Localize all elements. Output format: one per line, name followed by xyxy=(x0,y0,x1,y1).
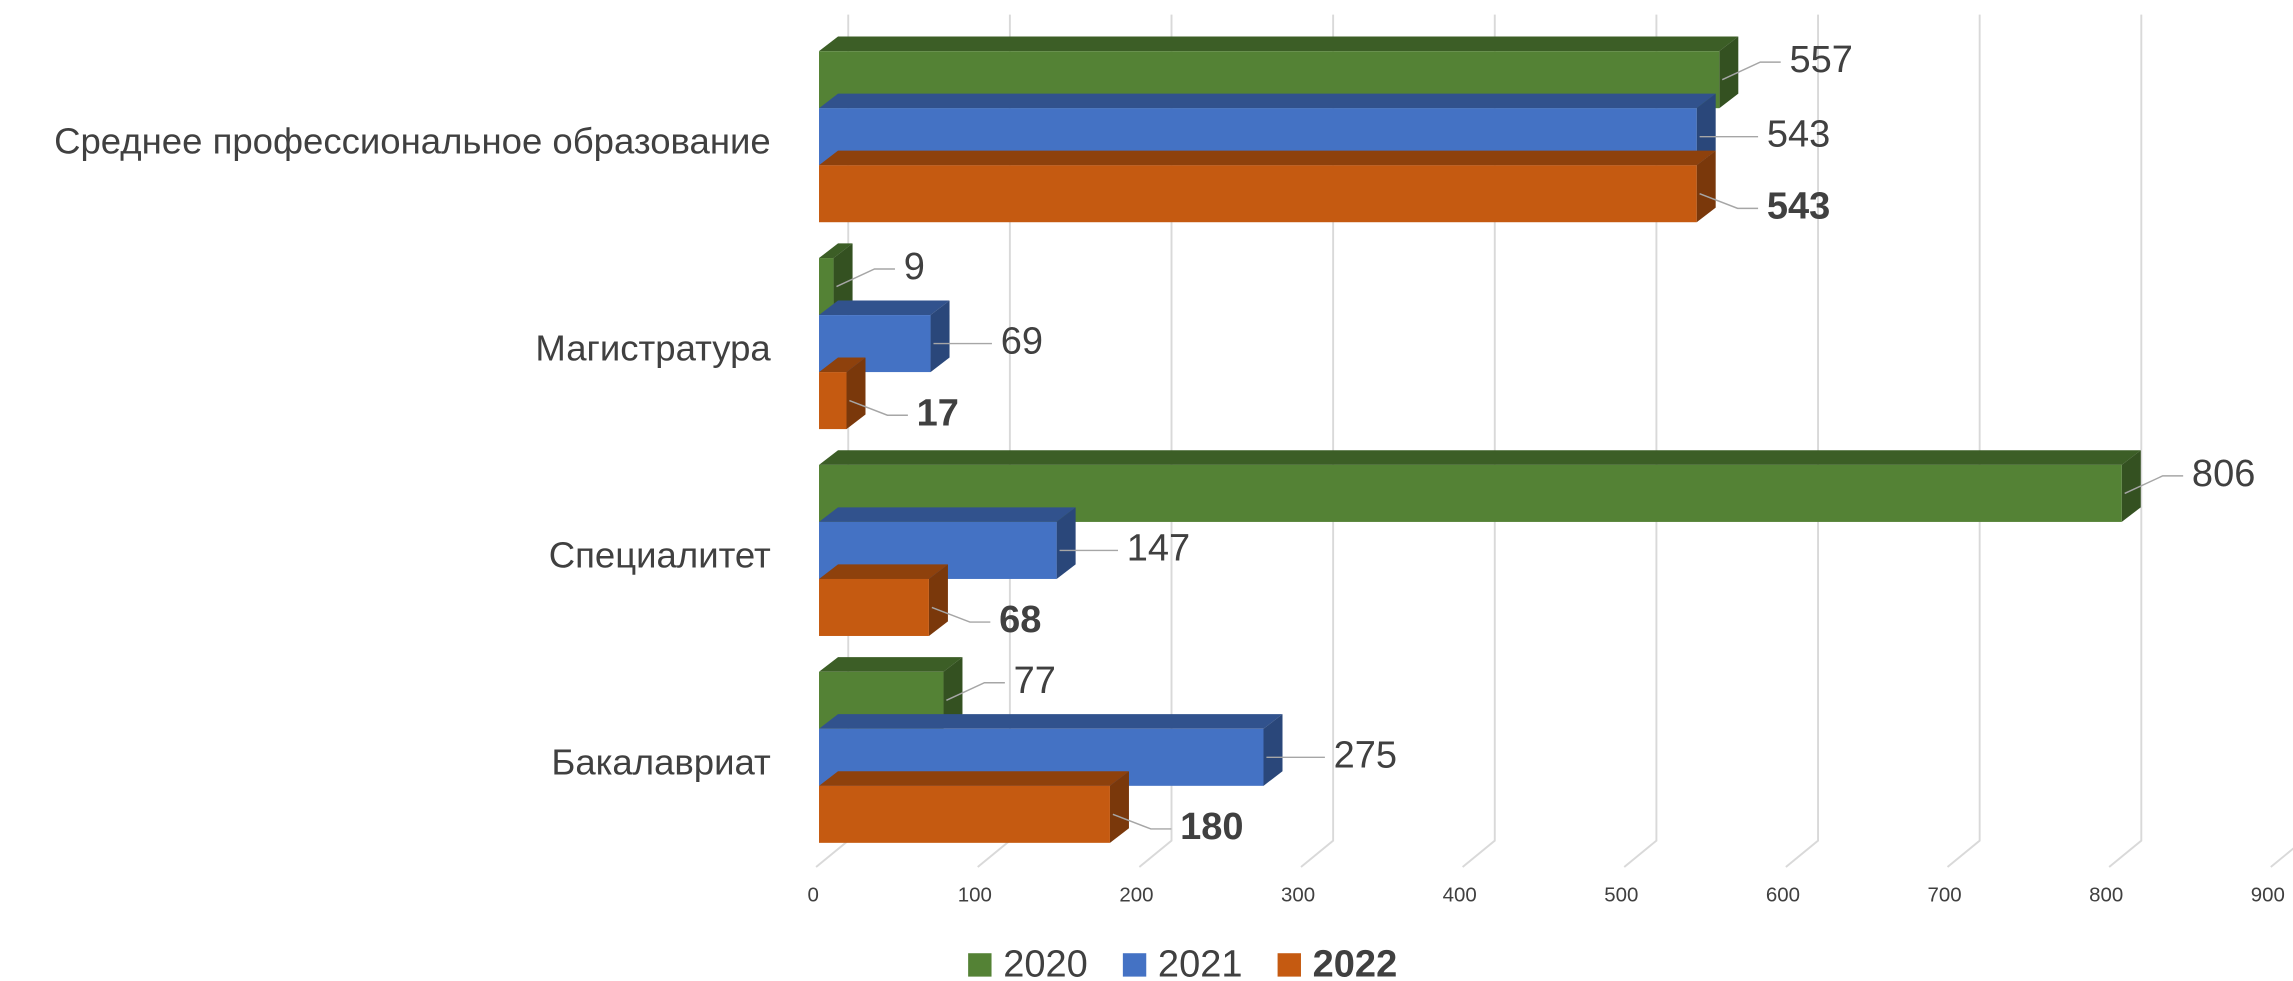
bar-top xyxy=(819,243,853,259)
category-label: Магистратура xyxy=(535,328,771,369)
bar-side xyxy=(833,243,853,316)
leader-line xyxy=(2124,475,2184,495)
grid-line xyxy=(1623,14,1658,868)
value-label: 543 xyxy=(1767,114,1830,156)
x-tick-label: 300 xyxy=(1281,884,1315,907)
value-label: 543 xyxy=(1767,185,1830,227)
value-label: 806 xyxy=(2192,453,2255,495)
bar-side xyxy=(846,357,866,430)
x-tick-label: 700 xyxy=(1928,884,1962,907)
bar-front xyxy=(819,372,847,430)
legend-swatch xyxy=(968,953,992,977)
bar-top xyxy=(819,93,1716,109)
leader-line xyxy=(931,606,991,623)
bar-side xyxy=(1056,507,1076,579)
bar-front xyxy=(819,258,834,316)
bar-top xyxy=(819,771,1129,786)
bar-side xyxy=(1696,150,1716,223)
bar-side xyxy=(1719,36,1739,109)
grid-line xyxy=(2108,14,2143,868)
x-tick-label: 100 xyxy=(958,884,992,907)
value-label: 68 xyxy=(999,599,1041,641)
leader-line xyxy=(946,682,1005,701)
bar xyxy=(819,771,1129,843)
bar-front xyxy=(819,578,929,636)
bar-top xyxy=(819,507,1076,522)
grid-line xyxy=(1462,14,1496,868)
legend-label: 2020 xyxy=(1003,943,1088,981)
bar-side xyxy=(930,300,950,373)
x-tick-label: 900 xyxy=(2251,884,2285,907)
grid-line xyxy=(1300,14,1335,868)
bar xyxy=(819,564,948,636)
category-label: Среднее профессиональное образование xyxy=(54,121,771,162)
bar-top xyxy=(819,36,1739,52)
bar-top xyxy=(819,357,866,373)
bar xyxy=(819,357,866,430)
leader-line xyxy=(1699,193,1759,210)
legend-label: 2022 xyxy=(1313,943,1398,981)
legend-swatch xyxy=(1122,953,1147,977)
legend-swatch xyxy=(1277,953,1301,977)
category-label: Бакалавриат xyxy=(551,741,771,782)
bar xyxy=(819,300,950,373)
grid-line xyxy=(1138,14,1173,868)
bar-top xyxy=(819,300,950,316)
bar-top xyxy=(819,657,963,672)
x-tick-label: 500 xyxy=(1604,884,1638,907)
bar-side xyxy=(928,564,948,636)
bar-side xyxy=(1263,714,1283,786)
x-tick-label: 600 xyxy=(1766,884,1800,907)
category-label: Специалитет xyxy=(549,534,771,575)
leader-line xyxy=(849,399,908,416)
bar-top xyxy=(819,714,1283,729)
grid-line xyxy=(1946,14,1981,868)
bar xyxy=(819,150,1716,223)
leader-line xyxy=(1112,813,1172,830)
bar xyxy=(819,243,853,316)
grid-line xyxy=(1785,14,1819,868)
x-tick-label: 800 xyxy=(2089,884,2123,907)
value-label: 180 xyxy=(1180,806,1243,848)
grid-line xyxy=(2270,847,2293,868)
legend-label: 2021 xyxy=(1158,943,1243,981)
bar-front xyxy=(819,785,1110,843)
bar-side xyxy=(943,657,963,729)
x-tick-label: 400 xyxy=(1443,884,1477,907)
value-label: 77 xyxy=(1014,660,1056,702)
bar-top xyxy=(819,150,1716,166)
value-label: 69 xyxy=(1001,321,1043,363)
value-label: 147 xyxy=(1127,527,1190,569)
x-tick-label: 200 xyxy=(1119,884,1153,907)
value-label: 17 xyxy=(917,392,959,434)
bar-side xyxy=(1109,771,1129,843)
bar-top xyxy=(819,564,948,579)
value-label: 275 xyxy=(1334,734,1397,776)
x-tick-label: 0 xyxy=(807,884,818,907)
bar-side xyxy=(1696,93,1716,166)
bar xyxy=(819,714,1283,786)
bar-front xyxy=(819,165,1697,223)
leader-line xyxy=(1721,61,1781,81)
bar-side xyxy=(2121,450,2141,522)
value-label: 9 xyxy=(904,246,925,288)
bar-top xyxy=(819,450,2141,465)
value-label: 557 xyxy=(1789,39,1852,81)
leader-line xyxy=(836,268,895,288)
